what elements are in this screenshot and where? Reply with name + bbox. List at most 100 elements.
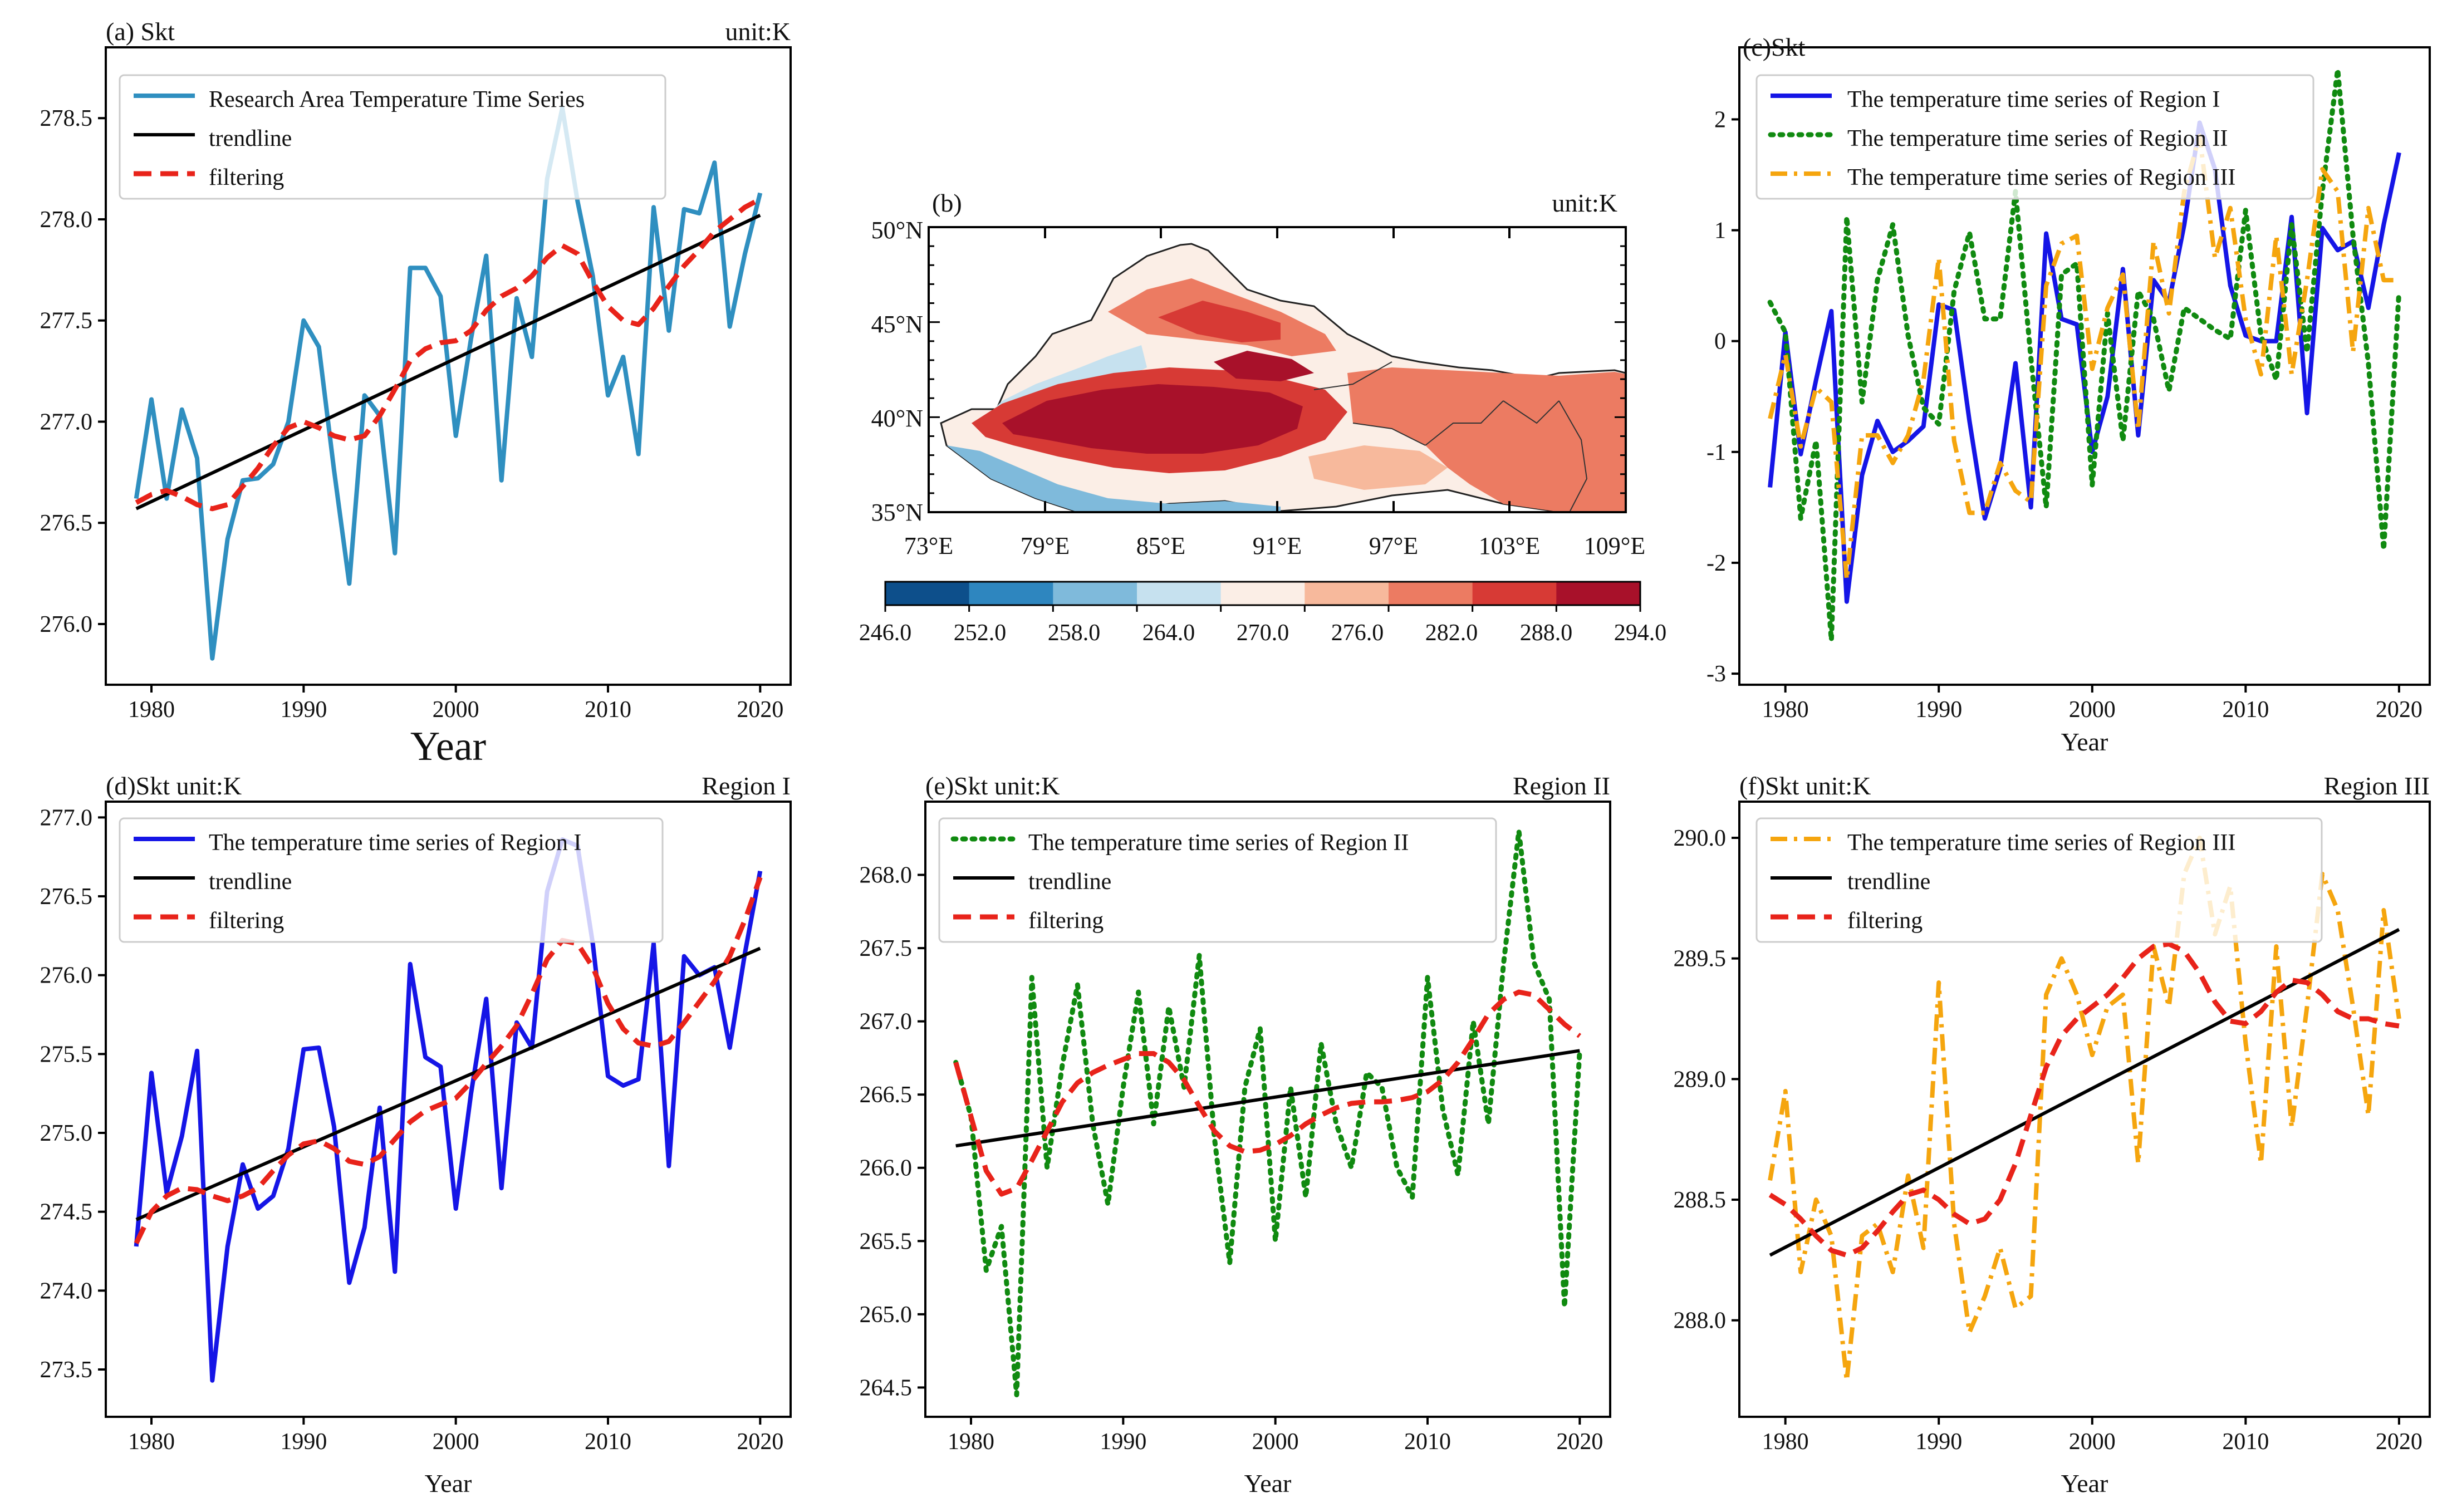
chart-c-ytick-label: -3 bbox=[1706, 661, 1726, 687]
chart-d-xlabel: Year bbox=[425, 1469, 472, 1498]
chart-c: 1980 1990 2000 2010 2020 -3 -2 -1 0 1 2 (c)Skt Yea… bbox=[1706, 33, 2431, 756]
chart-f-ytick-label: 288.5 bbox=[1674, 1187, 1727, 1213]
chart-a-ytick-label: 278.0 bbox=[40, 207, 93, 233]
chart-a-xtick-label: 2000 bbox=[433, 697, 479, 723]
chart-e-legend-label-1: The temperature time series of Region II bbox=[1028, 830, 1409, 856]
chart-c-legend: The temperature time series of Region I … bbox=[1755, 74, 2314, 200]
chart-d-title-left: (d)Skt unit:K bbox=[106, 772, 242, 800]
chart-c-legend-label-2: The temperature time series of Region II bbox=[1847, 126, 2228, 151]
chart-e-series-layer bbox=[953, 828, 1582, 1397]
chart-e-title-left: (e)Skt unit:K bbox=[925, 772, 1060, 800]
chart-e-legend-box bbox=[938, 817, 1497, 943]
colorbar-tick-label: 258.0 bbox=[1048, 620, 1101, 646]
chart-c-legend-label-3: The temperature time series of Region II… bbox=[1847, 165, 2235, 190]
chart-e-title-right: Region II bbox=[1513, 772, 1610, 800]
chart-e-ytick-label: 268.0 bbox=[860, 863, 913, 888]
chart-f-legend: The temperature time series of Region II… bbox=[1755, 817, 2323, 943]
chart-f-xtick-label: 2020 bbox=[2376, 1429, 2422, 1455]
chart-c-ytick-label: -1 bbox=[1706, 440, 1726, 465]
chart-a-ytick-label: 278.5 bbox=[40, 106, 93, 131]
map-region-north-core bbox=[1158, 301, 1281, 342]
map-region-core-hot bbox=[1214, 351, 1314, 381]
chart-c-ytick-label: 2 bbox=[1714, 107, 1726, 132]
colorbar-tick-label: 270.0 bbox=[1237, 620, 1289, 646]
chart-f-series-3 bbox=[1768, 941, 2400, 1258]
map-lon-103: 103°E bbox=[1479, 532, 1540, 559]
map-lon-97: 97°E bbox=[1369, 532, 1418, 559]
chart-e-xtick-label: 2000 bbox=[1252, 1429, 1299, 1455]
chart-d-xtick-label: 1990 bbox=[280, 1429, 327, 1455]
chart-d-xtick-label: 1980 bbox=[128, 1429, 175, 1455]
chart-a-axis-layer: 1980 1990 2000 2010 2020 276.0 276.5 277.0 277.5… bbox=[40, 106, 784, 723]
chart-e-xtick-label: 2010 bbox=[1404, 1429, 1451, 1455]
chart-d-legend-swatches bbox=[134, 837, 195, 920]
chart-e-legend-label-2: trendline bbox=[1028, 869, 1111, 895]
chart-c-xlabel: Year bbox=[2061, 728, 2108, 756]
chart-d-ytick-label: 275.0 bbox=[40, 1121, 93, 1146]
chart-e-ytick-label: 267.5 bbox=[860, 936, 913, 961]
map-lat-40: 40°N bbox=[871, 405, 923, 432]
colorbar-tick-label: 252.0 bbox=[954, 620, 1007, 646]
chart-a-legend-label-2: trendline bbox=[209, 126, 292, 151]
chart-d-ytick-label: 273.5 bbox=[40, 1357, 93, 1383]
chart-c-legend-box bbox=[1755, 74, 2314, 200]
chart-e-series-3 bbox=[953, 989, 1582, 1197]
colorbar-segment bbox=[1389, 582, 1473, 605]
chart-d-ytick-label: 275.5 bbox=[40, 1042, 93, 1067]
chart-c-series-1 bbox=[1768, 120, 2401, 604]
chart-e-ytick-label: 267.0 bbox=[860, 1009, 913, 1035]
map-lat-50: 50°N bbox=[871, 217, 923, 244]
chart-c-xtick-label: 1990 bbox=[1915, 697, 1962, 723]
chart-d-series-2 bbox=[135, 946, 761, 1221]
chart-a-legend-swatches bbox=[134, 94, 195, 176]
chart-c-series-layer bbox=[1767, 67, 2402, 643]
chart-c-ytick-label: 0 bbox=[1714, 329, 1726, 355]
chart-f-series-1 bbox=[1768, 836, 2401, 1383]
chart-d-ytick-label: 274.0 bbox=[40, 1278, 93, 1304]
chart-a-ytick-label: 276.5 bbox=[40, 510, 93, 536]
chart-a-title-left: (a) Skt bbox=[106, 17, 175, 46]
chart-c-xtick-label: 2020 bbox=[2376, 697, 2422, 723]
chart-f-legend-box bbox=[1755, 817, 2323, 943]
chart-c-xtick-label: 2000 bbox=[2069, 697, 2116, 723]
chart-e-series-1 bbox=[953, 828, 1582, 1397]
chart-c-frame bbox=[1738, 46, 2431, 686]
chart-e-ytick-label: 266.5 bbox=[860, 1082, 913, 1108]
chart-d-axis-layer: 1980 1990 2000 2010 2020 273.5 274.0 274.5 275.0… bbox=[40, 805, 784, 1455]
chart-c-ytick-label: 1 bbox=[1714, 218, 1726, 244]
chart-f-title-left: (f)Skt unit:K bbox=[1739, 772, 1871, 800]
map-tick-layer bbox=[928, 226, 1627, 513]
chart-f-ytick-label: 288.0 bbox=[1674, 1308, 1727, 1334]
chart-a-xtick-label: 2010 bbox=[585, 697, 631, 723]
chart-d-series-layer bbox=[134, 837, 763, 1383]
chart-d-xtick-label: 2020 bbox=[737, 1429, 783, 1455]
chart-f-xtick-label: 1980 bbox=[1762, 1429, 1809, 1455]
chart-a-series-layer bbox=[134, 106, 763, 661]
chart-d-ytick-label: 276.0 bbox=[40, 963, 93, 989]
chart-f-ytick-label: 290.0 bbox=[1674, 826, 1727, 851]
chart-f-legend-label-1: The temperature time series of Region II… bbox=[1847, 830, 2235, 856]
colorbar-frame bbox=[884, 581, 1641, 606]
map-lon-91: 91°E bbox=[1253, 532, 1302, 559]
chart-a-ytick-label: 277.0 bbox=[40, 409, 93, 435]
map-lon-85: 85°E bbox=[1136, 532, 1185, 559]
chart-f: 1980 1990 2000 2010 2020 288.0 288.5 289.0 289.5… bbox=[1674, 772, 2431, 1498]
colorbar-segment bbox=[1220, 582, 1305, 605]
chart-c-series-2 bbox=[1767, 67, 2402, 643]
chart-a-xtick-label: 1990 bbox=[280, 697, 327, 723]
chart-a-legend: Research Area Temperature Time Series tr… bbox=[119, 74, 666, 200]
colorbar-segment bbox=[1137, 582, 1222, 605]
chart-c-xtick-label: 1980 bbox=[1762, 697, 1809, 723]
chart-e-frame bbox=[924, 801, 1611, 1418]
map-panel-b: (b) unit:K 50°N 45°N 40°N 35°N 73°E 79°E… bbox=[859, 189, 1667, 646]
chart-e-legend-label-3: filtering bbox=[1028, 908, 1104, 934]
chart-f-title-right: Region III bbox=[2324, 772, 2430, 800]
chart-f-legend-label-2: trendline bbox=[1847, 869, 1930, 895]
map-colorbar bbox=[884, 581, 1641, 612]
chart-e-xlabel: Year bbox=[1244, 1469, 1292, 1498]
chart-f-legend-swatches bbox=[1771, 837, 1832, 920]
chart-a-series-3 bbox=[135, 197, 762, 512]
chart-c-legend-label-1: The temperature time series of Region I bbox=[1847, 87, 2220, 112]
chart-d-series-3 bbox=[134, 876, 763, 1245]
